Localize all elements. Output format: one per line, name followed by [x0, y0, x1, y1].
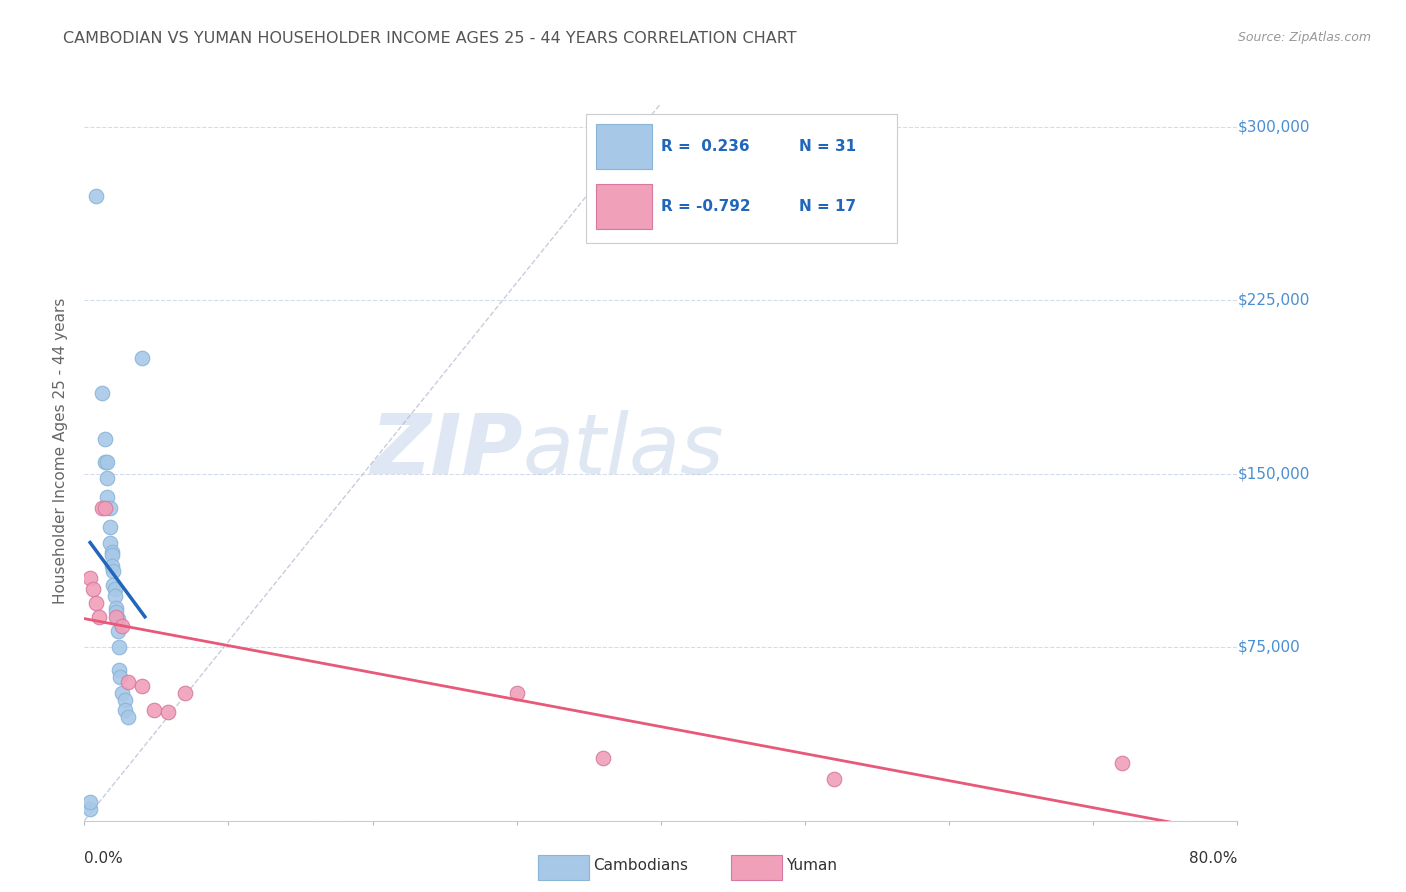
- FancyBboxPatch shape: [586, 113, 897, 244]
- Text: R = -0.792: R = -0.792: [661, 199, 751, 214]
- Point: [100, 559, 122, 574]
- Text: Yuman: Yuman: [786, 858, 837, 872]
- Point: [98, 520, 121, 534]
- Point: [506, 686, 529, 700]
- Point: [142, 703, 165, 717]
- Point: [114, 693, 136, 707]
- Point: [96, 471, 118, 485]
- Point: [107, 612, 129, 626]
- Point: [107, 624, 129, 638]
- Point: [93, 432, 115, 446]
- Point: [108, 640, 131, 654]
- Point: [93, 501, 115, 516]
- Point: [98, 501, 121, 516]
- Text: atlas: atlas: [523, 410, 724, 491]
- Text: Cambodians: Cambodians: [593, 858, 689, 872]
- Point: [90, 385, 112, 400]
- Point: [131, 680, 153, 694]
- Point: [84, 596, 107, 610]
- Point: [98, 536, 121, 550]
- FancyBboxPatch shape: [596, 184, 651, 228]
- Text: $300,000: $300,000: [1237, 119, 1310, 134]
- Text: $150,000: $150,000: [1237, 467, 1309, 481]
- Point: [82, 582, 104, 597]
- Point: [105, 600, 128, 615]
- Text: Source: ZipAtlas.com: Source: ZipAtlas.com: [1237, 31, 1371, 45]
- Point: [104, 589, 127, 603]
- Point: [131, 351, 153, 365]
- Text: $75,000: $75,000: [1237, 640, 1301, 655]
- Text: N = 31: N = 31: [799, 139, 856, 154]
- Point: [100, 545, 122, 559]
- Point: [105, 610, 128, 624]
- Text: N = 17: N = 17: [799, 199, 856, 214]
- Point: [110, 670, 132, 684]
- Y-axis label: Householder Income Ages 25 - 44 years: Householder Income Ages 25 - 44 years: [53, 297, 69, 604]
- Point: [104, 582, 127, 597]
- Text: R =  0.236: R = 0.236: [661, 139, 749, 154]
- Point: [108, 663, 131, 677]
- FancyBboxPatch shape: [596, 124, 651, 169]
- Point: [117, 709, 139, 723]
- Point: [174, 686, 197, 700]
- Text: ZIP: ZIP: [370, 410, 523, 491]
- Point: [79, 571, 101, 585]
- Point: [79, 795, 101, 809]
- Text: CAMBODIAN VS YUMAN HOUSEHOLDER INCOME AGES 25 - 44 YEARS CORRELATION CHART: CAMBODIAN VS YUMAN HOUSEHOLDER INCOME AG…: [63, 31, 797, 46]
- Point: [111, 619, 134, 633]
- Point: [90, 501, 112, 516]
- Point: [96, 490, 118, 504]
- Point: [84, 189, 107, 203]
- Point: [100, 548, 122, 562]
- Point: [592, 751, 614, 765]
- Point: [156, 705, 179, 719]
- Text: 80.0%: 80.0%: [1189, 851, 1237, 866]
- Point: [105, 606, 128, 620]
- Point: [103, 577, 124, 591]
- Text: 0.0%: 0.0%: [84, 851, 124, 866]
- Point: [114, 703, 136, 717]
- Point: [117, 674, 139, 689]
- Point: [96, 455, 118, 469]
- Text: $225,000: $225,000: [1237, 293, 1309, 308]
- Point: [93, 455, 115, 469]
- Point: [823, 772, 845, 786]
- Point: [79, 802, 101, 816]
- Point: [1111, 756, 1133, 770]
- Point: [111, 686, 134, 700]
- Point: [87, 610, 110, 624]
- Point: [103, 564, 124, 578]
